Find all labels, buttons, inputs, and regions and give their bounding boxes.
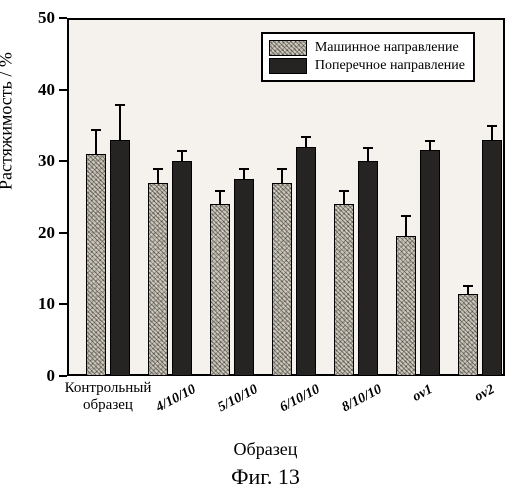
x-tick-label: ov2 bbox=[472, 382, 497, 406]
x-tick-label: 5/10/10 bbox=[216, 382, 261, 416]
y-tick-label: 10 bbox=[38, 294, 55, 314]
bar bbox=[234, 179, 254, 376]
bar bbox=[272, 183, 292, 376]
legend-label: Машинное направление bbox=[315, 40, 459, 56]
y-tick bbox=[59, 17, 67, 19]
error-bar bbox=[95, 129, 97, 154]
error-cap bbox=[115, 104, 125, 106]
y-tick-label: 50 bbox=[38, 8, 55, 28]
x-tick-label: ov1 bbox=[410, 382, 435, 406]
error-cap bbox=[463, 285, 473, 287]
error-cap bbox=[339, 190, 349, 192]
chart-wrap: Растяжимость / % 01020304050Контрольныйо… bbox=[10, 10, 521, 490]
error-cap bbox=[91, 129, 101, 131]
bar bbox=[110, 140, 130, 376]
bar bbox=[458, 294, 478, 376]
error-cap bbox=[215, 190, 225, 192]
error-bar bbox=[491, 125, 493, 139]
bar bbox=[358, 161, 378, 376]
y-tick-label: 0 bbox=[47, 366, 56, 386]
bar bbox=[420, 150, 440, 376]
error-cap bbox=[425, 140, 435, 142]
legend-label: Поперечное направление bbox=[315, 58, 465, 74]
bar bbox=[86, 154, 106, 376]
error-bar bbox=[405, 215, 407, 236]
x-axis-label: Образец bbox=[10, 439, 521, 460]
error-cap bbox=[153, 168, 163, 170]
bar bbox=[334, 204, 354, 376]
y-axis-label: Растяжимость / % bbox=[0, 52, 17, 190]
legend-row: Машинное направление bbox=[269, 40, 465, 56]
y-tick-label: 40 bbox=[38, 80, 55, 100]
error-bar bbox=[343, 190, 345, 204]
bar bbox=[210, 204, 230, 376]
legend: Машинное направление Поперечное направлен… bbox=[261, 32, 475, 82]
bar bbox=[148, 183, 168, 376]
y-tick bbox=[59, 375, 67, 377]
y-tick bbox=[59, 303, 67, 305]
error-bar bbox=[157, 168, 159, 182]
error-cap bbox=[301, 136, 311, 138]
error-cap bbox=[177, 150, 187, 152]
error-cap bbox=[363, 147, 373, 149]
error-bar bbox=[219, 190, 221, 204]
figure-label: Фиг. 13 bbox=[10, 464, 521, 490]
bar bbox=[172, 161, 192, 376]
legend-swatch bbox=[269, 40, 307, 56]
plot-area: 01020304050Контрольныйобразец4/10/105/10… bbox=[67, 18, 505, 376]
y-tick-label: 30 bbox=[38, 151, 55, 171]
y-tick bbox=[59, 160, 67, 162]
legend-row: Поперечное направление bbox=[269, 58, 465, 74]
x-tick-label: 6/10/10 bbox=[278, 382, 323, 416]
x-tick-label: 8/10/10 bbox=[340, 382, 385, 416]
error-cap bbox=[401, 215, 411, 217]
y-tick bbox=[59, 89, 67, 91]
error-bar bbox=[367, 147, 369, 161]
bar bbox=[296, 147, 316, 376]
y-tick bbox=[59, 232, 67, 234]
x-tick-label: 4/10/10 bbox=[154, 382, 199, 416]
bar bbox=[396, 236, 416, 376]
y-tick-label: 20 bbox=[38, 223, 55, 243]
x-tick-label: Контрольныйобразец bbox=[65, 380, 152, 414]
error-cap bbox=[277, 168, 287, 170]
error-cap bbox=[487, 125, 497, 127]
error-bar bbox=[119, 104, 121, 140]
error-bar bbox=[281, 168, 283, 182]
error-cap bbox=[239, 168, 249, 170]
bar bbox=[482, 140, 502, 376]
legend-swatch bbox=[269, 58, 307, 74]
